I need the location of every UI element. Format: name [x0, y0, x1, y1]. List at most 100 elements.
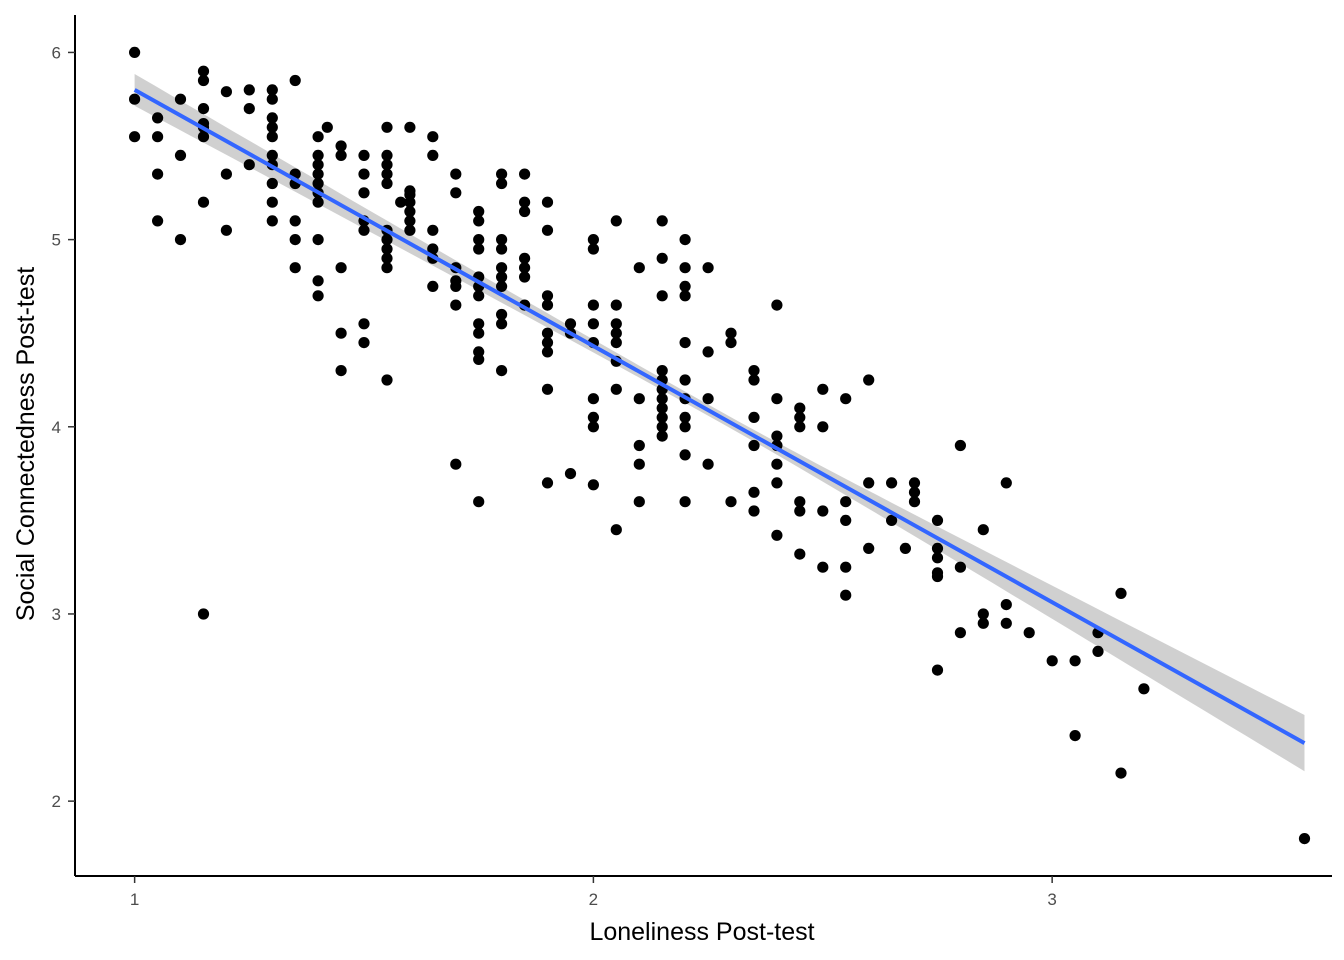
y-axis-title: Social Connectedness Post-test [12, 267, 40, 621]
data-point [748, 486, 760, 498]
data-point [748, 411, 760, 423]
data-point [541, 477, 554, 489]
data-point [840, 514, 852, 527]
data-point [450, 187, 462, 199]
data-point [381, 252, 393, 264]
data-point [266, 215, 278, 227]
data-point [404, 121, 416, 133]
data-point [519, 252, 531, 264]
data-point [381, 168, 393, 180]
data-point [312, 196, 324, 208]
data-point [610, 318, 622, 330]
data-point [358, 224, 370, 236]
data-point [473, 243, 485, 255]
data-point [587, 479, 600, 491]
data-point [450, 280, 462, 292]
data-point [152, 112, 164, 124]
data-point [129, 131, 141, 143]
data-point [587, 393, 600, 405]
data-point [1115, 587, 1127, 600]
data-point [840, 561, 852, 573]
data-point [266, 177, 278, 190]
data-point [771, 430, 783, 442]
data-point [1138, 683, 1150, 695]
data-point [656, 393, 668, 405]
data-point [794, 421, 806, 433]
data-point [395, 196, 407, 208]
data-point [358, 168, 370, 180]
data-point [335, 262, 347, 274]
data-point [633, 439, 645, 452]
data-point [473, 318, 485, 330]
data-point [519, 168, 531, 180]
data-point [174, 93, 187, 105]
data-point [381, 243, 393, 255]
data-point [496, 234, 508, 246]
y-axis-ticks: 2 3 4 5 6 [52, 43, 75, 811]
data-point [1000, 477, 1012, 489]
data-point [679, 411, 691, 423]
data-point [771, 477, 783, 489]
data-point [541, 290, 554, 302]
data-point [931, 552, 944, 564]
data-point [564, 468, 577, 480]
data-point [817, 421, 829, 433]
data-point [679, 449, 691, 461]
data-point [197, 74, 210, 87]
data-point [243, 103, 255, 115]
data-point [404, 196, 416, 208]
data-point [954, 439, 967, 452]
data-point [243, 84, 255, 96]
data-point [840, 589, 852, 601]
data-point [679, 374, 691, 386]
data-point [266, 196, 278, 208]
data-point [886, 514, 898, 527]
data-point [656, 252, 668, 264]
data-point [381, 234, 393, 246]
data-point [633, 262, 645, 274]
data-point [473, 353, 485, 365]
data-point [152, 215, 164, 227]
data-point [321, 121, 333, 133]
data-point [954, 561, 967, 573]
confidence-band [134, 74, 1305, 772]
x-tick-label: 2 [589, 890, 598, 909]
data-point [312, 149, 324, 161]
data-point [197, 103, 210, 115]
data-point [381, 159, 393, 171]
data-point [1069, 655, 1081, 667]
data-point [197, 196, 210, 208]
data-point [129, 46, 141, 59]
data-point [427, 149, 439, 161]
data-point [358, 337, 370, 349]
data-point [679, 421, 691, 433]
data-point [541, 327, 554, 339]
x-tick-label: 1 [130, 890, 139, 909]
data-point [473, 496, 485, 508]
data-point [725, 337, 737, 349]
data-point [863, 477, 875, 489]
data-point [587, 243, 600, 255]
data-point [977, 608, 989, 620]
data-point [289, 215, 301, 227]
data-point [312, 290, 324, 302]
data-point [587, 299, 600, 311]
data-point [152, 131, 164, 143]
data-point [748, 505, 760, 517]
data-point [1000, 617, 1012, 629]
data-point [381, 177, 393, 190]
data-point [312, 275, 324, 287]
data-point [633, 458, 645, 470]
data-point [496, 262, 508, 274]
data-point [152, 168, 164, 180]
y-tick-label: 4 [52, 418, 61, 437]
data-point [496, 168, 508, 180]
data-point [679, 496, 691, 508]
data-point [610, 299, 622, 311]
data-point [633, 393, 645, 405]
data-point [335, 149, 347, 161]
data-point [266, 149, 278, 161]
data-point [496, 318, 508, 330]
data-point [633, 496, 645, 508]
data-point [496, 271, 508, 283]
